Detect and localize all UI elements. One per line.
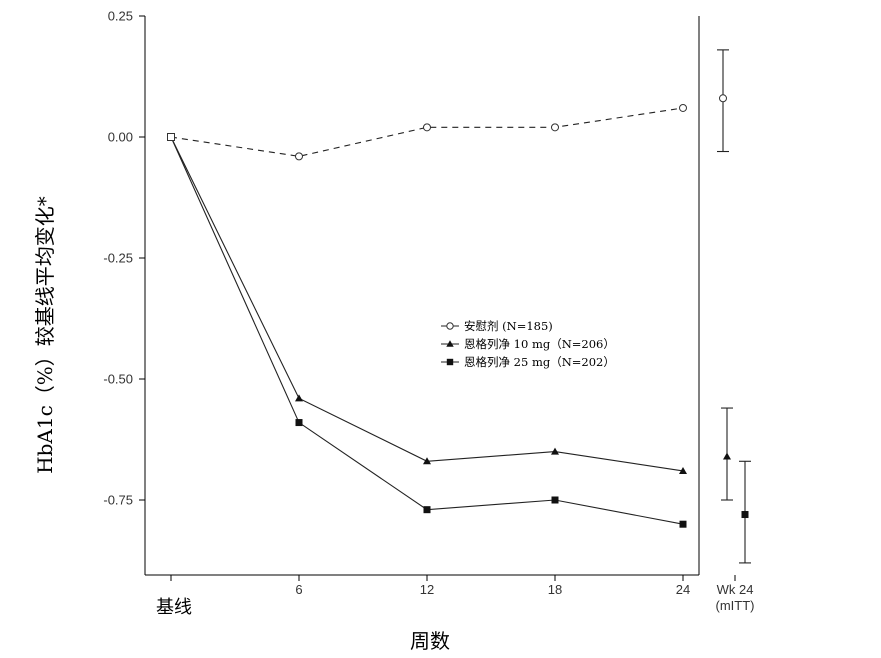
marker-filled-triangle — [679, 466, 687, 474]
baseline-marker — [167, 133, 175, 141]
legend: 安慰剂 (N=185) 恩格列净 10 mg（N=206） 恩格列净 25 mg（N… — [441, 319, 615, 369]
endpoint-panel — [717, 49, 751, 564]
x-tick-label: 18 — [548, 582, 562, 597]
series-2 — [170, 136, 687, 474]
y-axis-label: HbA1c（%）较基线平均变化* — [33, 196, 57, 474]
y-tick-label: 0.00 — [108, 130, 133, 145]
endpoint-estimate-2 — [721, 407, 733, 501]
marker-filled-square — [551, 496, 559, 504]
series-line — [170, 107, 684, 157]
marker-open-circle — [679, 103, 687, 112]
legend-item-2: 恩格列净 10 mg（N=206） — [441, 337, 615, 351]
marker-filled-square — [446, 358, 454, 366]
y-tick-label: -0.75 — [103, 493, 133, 508]
x-tick-label: 24 — [676, 582, 690, 597]
marker-open-circle — [719, 94, 727, 103]
y-tick-label: -0.50 — [103, 372, 133, 387]
marker-filled-square — [741, 511, 749, 519]
endpoint-estimate-1 — [717, 49, 729, 153]
marker-filled-triangle — [551, 447, 559, 455]
endpoint-estimate-3 — [739, 460, 751, 564]
series-3 — [170, 136, 687, 528]
marker-filled-square — [423, 506, 431, 514]
series-layer — [167, 103, 687, 528]
x-tick-label: 6 — [295, 582, 302, 597]
marker-filled-triangle — [295, 394, 303, 402]
y-axis-ticks: 0.25 0.00 -0.25 -0.50 -0.75 — [103, 9, 145, 508]
legend-item-3: 恩格列净 25 mg（N=202） — [441, 355, 615, 369]
series-line — [170, 136, 684, 472]
marker-filled-square — [295, 419, 303, 427]
x-tick-label: 12 — [420, 582, 434, 597]
series-1 — [170, 103, 687, 161]
marker-filled-square — [679, 520, 687, 528]
marker-filled-triangle — [423, 457, 431, 465]
marker-filled-triangle — [446, 340, 454, 347]
legend-label: 恩格列净 10 mg（N=206） — [464, 337, 615, 351]
marker-filled-triangle — [723, 452, 731, 460]
y-tick-label: 0.25 — [108, 9, 133, 24]
plot-frame — [144, 16, 700, 576]
series-line — [170, 136, 684, 525]
x-axis-label: 周数 — [410, 629, 450, 653]
y-tick-label: -0.25 — [103, 251, 133, 266]
endpoint-label: Wk 24 — [717, 582, 754, 597]
x-axis-ticks: 基线 6 12 18 24 — [156, 575, 736, 618]
marker-open-circle — [295, 152, 303, 161]
legend-label: 恩格列净 25 mg（N=202） — [464, 355, 615, 369]
endpoint-sublabel: (mITT) — [716, 598, 755, 613]
x-tick-label: 基线 — [156, 597, 192, 618]
legend-item-1: 安慰剂 (N=185) — [441, 319, 553, 333]
marker-open-circle — [446, 322, 454, 330]
marker-open-circle — [551, 123, 559, 132]
legend-label: 安慰剂 (N=185) — [464, 319, 553, 333]
marker-open-circle — [423, 123, 431, 132]
